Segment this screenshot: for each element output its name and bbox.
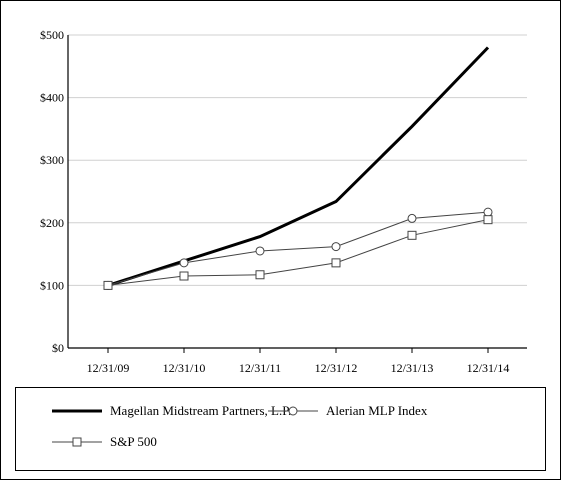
data-point-circle: [331, 242, 341, 252]
legend-item-magellan: Magellan Midstream Partners, L.P.: [52, 403, 291, 419]
data-point-square: [407, 230, 417, 240]
data-point-circle: [407, 213, 417, 223]
y-tick-label: $500: [40, 28, 64, 42]
series-lines: [103, 46, 493, 290]
series-line: [107, 211, 489, 286]
series-2: [103, 215, 493, 290]
data-point-square: [483, 215, 493, 225]
gridlines: [68, 34, 527, 286]
x-tick-label: 12/31/12: [315, 361, 358, 375]
legend-item-sp500: S&P 500: [52, 434, 157, 450]
y-tick-label: $0: [52, 341, 64, 355]
data-point-square: [331, 258, 341, 268]
series-line: [107, 46, 490, 287]
x-tick-label: 12/31/14: [467, 361, 510, 375]
data-point-circle: [483, 207, 493, 217]
x-tick-label: 12/31/09: [87, 361, 130, 375]
x-tick-label: 12/31/11: [239, 361, 281, 375]
y-tick-label: $300: [40, 153, 64, 167]
y-tick-label: $100: [40, 278, 64, 292]
legend-label-magellan: Magellan Midstream Partners, L.P.: [110, 403, 292, 418]
legend-swatch-alerian: [268, 406, 318, 416]
data-point-square: [103, 280, 113, 290]
legend: Magellan Midstream Partners, L.P. Aleria…: [15, 387, 546, 471]
legend-label-sp500: S&P 500: [110, 434, 157, 449]
legend-item-alerian: Alerian MLP Index: [268, 403, 427, 419]
y-tick-label: $200: [40, 216, 64, 230]
y-tick-label: $400: [40, 91, 64, 105]
y-axis-ticks: $0 $100 $200 $300 $400 $500: [40, 28, 64, 355]
data-point-square: [179, 271, 189, 281]
x-tick-label: 12/31/13: [391, 361, 434, 375]
legend-label-alerian: Alerian MLP Index: [326, 403, 428, 418]
data-point-circle: [179, 258, 189, 268]
series-0: [107, 46, 490, 287]
legend-swatch-sp500: [52, 437, 102, 447]
x-axis-ticks: 12/31/09 12/31/10 12/31/11 12/31/12 12/31/13…: [87, 348, 510, 375]
series-line: [107, 219, 489, 286]
legend-swatch-magellan: [52, 409, 102, 413]
data-point-circle: [255, 246, 265, 256]
x-tick-label: 12/31/10: [163, 361, 206, 375]
data-point-square: [255, 270, 265, 280]
axes: [67, 35, 527, 349]
